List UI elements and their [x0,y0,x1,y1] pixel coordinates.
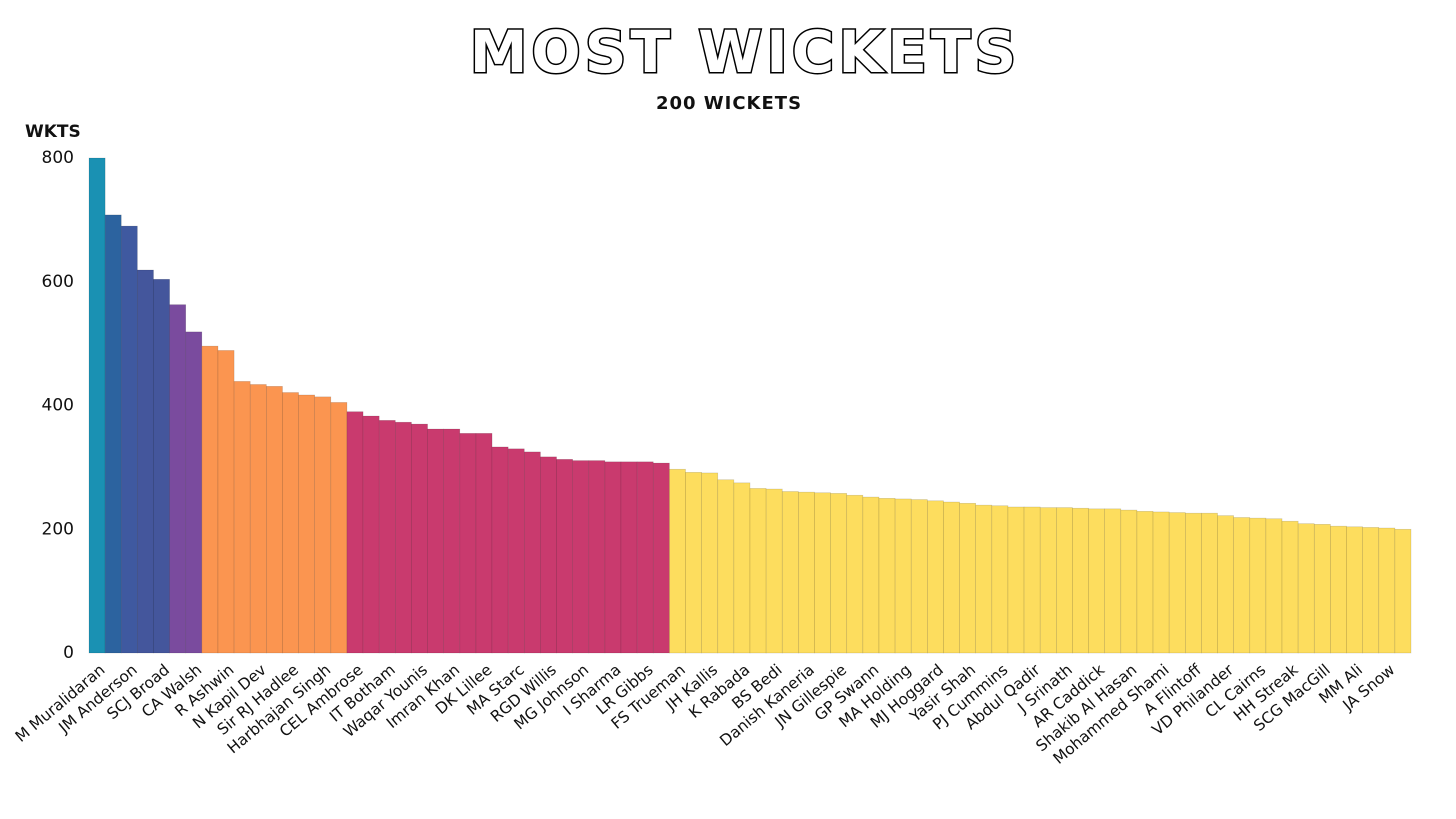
bar [185,331,203,654]
bar [314,396,332,654]
bar [411,423,428,654]
bar [153,278,170,654]
bar [749,488,767,654]
bar [556,459,573,654]
bar [201,345,219,654]
bar [507,448,525,654]
bar [378,420,396,654]
bar [137,269,154,654]
bar [636,461,654,654]
y-tick-label: 0 [63,643,74,663]
bar [120,225,138,654]
bar [459,433,477,654]
y-tick-label: 800 [42,148,74,168]
bar [1281,520,1299,654]
bar [1120,509,1138,654]
bar [1152,511,1170,654]
bar [927,500,944,654]
bar [540,456,557,654]
bar [1233,517,1251,654]
bar [282,392,299,654]
bar [830,493,848,654]
bar [1297,523,1315,654]
y-tick-label: 200 [42,519,74,539]
bar [395,421,412,654]
bar [572,460,590,654]
bar [1184,512,1202,654]
bar [959,502,977,654]
bar [1217,515,1234,654]
chart-title: MOST WICKETS [470,18,1021,86]
bar [1249,517,1267,654]
y-axis-label: WKTS [25,122,81,142]
bar [298,394,316,654]
bar [798,491,815,654]
bar [1072,507,1089,654]
bar [717,479,735,654]
bar [362,415,380,654]
bar [330,402,348,654]
chart-subtitle: 200 WICKETS [656,93,802,114]
bar [1201,512,1218,654]
bar [846,494,864,654]
bar [1136,511,1154,654]
bar [1378,527,1396,654]
bar [1039,507,1057,654]
bar [1330,525,1347,654]
y-tick-label: 400 [42,396,74,416]
bar [991,505,1009,654]
bar [620,461,638,654]
bar [910,499,928,654]
bar [1313,523,1331,654]
bar [104,214,122,654]
bar [1104,508,1122,654]
bar [781,491,799,654]
bar [443,428,461,654]
bar [685,472,702,654]
bar [878,498,896,654]
bar [1362,527,1380,654]
bar [604,461,622,654]
bar [1394,528,1412,654]
bar [1168,512,1186,654]
bar [588,460,606,654]
bar [249,384,267,654]
bar [975,504,993,654]
bar [765,488,783,654]
bar [814,492,831,654]
bar [1056,507,1073,654]
bar [475,433,493,654]
bar [233,381,251,654]
bar [1007,506,1025,654]
bar [346,411,364,654]
bar [701,472,719,654]
bar [669,468,686,654]
bar [491,446,509,654]
bar [652,462,670,654]
bar [1023,506,1041,654]
bar [169,304,187,654]
y-tick-label: 600 [42,272,74,292]
bar [217,350,235,654]
bar [1346,526,1363,654]
bar [894,498,912,654]
bar [862,496,880,654]
bar [523,451,541,654]
bar [427,428,444,654]
bar [1265,518,1283,654]
bar [266,386,283,654]
bar [88,157,106,654]
bar [1088,508,1105,654]
bar [943,501,960,654]
bar [733,482,751,654]
